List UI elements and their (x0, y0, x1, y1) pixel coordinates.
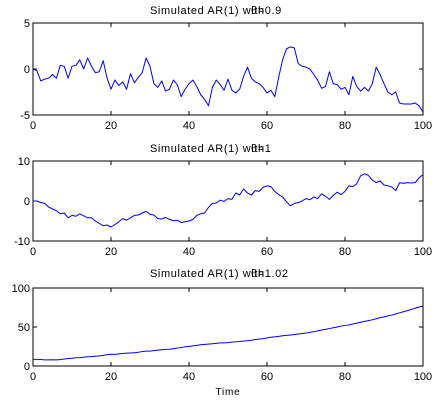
axes-frame (32, 287, 424, 367)
chart-title: Simulated AR(1) with (150, 143, 265, 155)
y-tick-label: 5 (24, 18, 30, 30)
x-tick-label: 40 (183, 246, 195, 258)
x-tick-label: 60 (261, 120, 273, 132)
x-tick-label: 80 (339, 371, 351, 383)
x-tick-label: 40 (183, 120, 195, 132)
x-tick-label: 0 (30, 246, 36, 258)
series-line (33, 173, 424, 228)
chart-title-theta: θ=1.02 (251, 268, 289, 280)
x-tick-label: 100 (414, 371, 432, 383)
x-tick-label: 100 (414, 246, 432, 258)
x-tick-label: 0 (30, 371, 36, 383)
y-tick-label: 0 (24, 64, 30, 76)
series-line (32, 46, 424, 113)
y-tick-label: 10 (18, 156, 30, 168)
y-tick-label: -5 (20, 110, 30, 122)
x-tick-label: 100 (414, 120, 432, 132)
axes-frame (32, 160, 424, 242)
y-tick-label: 0 (24, 361, 30, 373)
series-line (33, 305, 424, 361)
axes-frame (32, 22, 424, 116)
x-tick-label: 80 (339, 246, 351, 258)
x-tick-label: 60 (261, 246, 273, 258)
x-tick-label: 20 (105, 120, 117, 132)
y-tick-label: 0 (24, 196, 30, 208)
x-tick-label: 40 (183, 371, 195, 383)
chart-title-theta: θ=1 (251, 143, 271, 155)
x-tick-label: 20 (105, 246, 117, 258)
chart-title: Simulated AR(1) with (150, 268, 265, 280)
x-axis-label: Time (215, 387, 240, 398)
chart-title-theta: θ=0.9 (251, 5, 282, 17)
x-tick-label: 0 (30, 120, 36, 132)
y-tick-label: -10 (14, 236, 30, 248)
x-tick-label: 60 (261, 371, 273, 383)
chart-title: Simulated AR(1) with (150, 5, 265, 17)
x-tick-label: 80 (339, 120, 351, 132)
y-tick-label: 50 (18, 322, 30, 334)
y-tick-label: 100 (12, 283, 30, 295)
x-tick-label: 20 (105, 371, 117, 383)
